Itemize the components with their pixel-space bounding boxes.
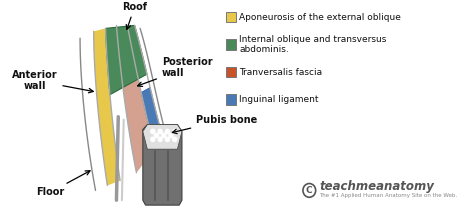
- Bar: [226, 39, 236, 50]
- Bar: [226, 67, 236, 77]
- Text: Internal oblique and transversus
abdominis.: Internal oblique and transversus abdomin…: [239, 35, 387, 54]
- Text: Roof: Roof: [122, 2, 147, 29]
- Circle shape: [162, 133, 166, 138]
- Circle shape: [151, 129, 155, 134]
- Circle shape: [169, 133, 173, 138]
- Bar: [226, 94, 236, 105]
- Polygon shape: [80, 28, 166, 190]
- Polygon shape: [94, 28, 120, 186]
- Polygon shape: [141, 88, 164, 149]
- Polygon shape: [122, 67, 155, 173]
- Text: The #1 Applied Human Anatomy Site on the Web.: The #1 Applied Human Anatomy Site on the…: [319, 193, 457, 198]
- Circle shape: [155, 133, 158, 138]
- Polygon shape: [143, 125, 182, 205]
- Circle shape: [151, 137, 155, 141]
- Text: Floor: Floor: [36, 171, 90, 197]
- Circle shape: [165, 137, 169, 141]
- Text: teachmeanatomy: teachmeanatomy: [319, 180, 434, 194]
- Text: Pubis bone: Pubis bone: [173, 115, 257, 134]
- Text: Anterior
wall: Anterior wall: [12, 70, 93, 93]
- Text: Inguinal ligament: Inguinal ligament: [239, 95, 319, 104]
- Text: C: C: [306, 186, 313, 195]
- Circle shape: [158, 137, 162, 141]
- Circle shape: [173, 137, 177, 141]
- Text: Aponeurosis of the external oblique: Aponeurosis of the external oblique: [239, 13, 401, 22]
- Circle shape: [165, 129, 169, 134]
- Polygon shape: [106, 25, 147, 95]
- Circle shape: [158, 129, 162, 134]
- Circle shape: [173, 129, 177, 134]
- Bar: [226, 12, 236, 22]
- Text: Posterior
wall: Posterior wall: [137, 57, 212, 86]
- Text: Tranversalis fascia: Tranversalis fascia: [239, 68, 322, 77]
- Polygon shape: [143, 125, 182, 149]
